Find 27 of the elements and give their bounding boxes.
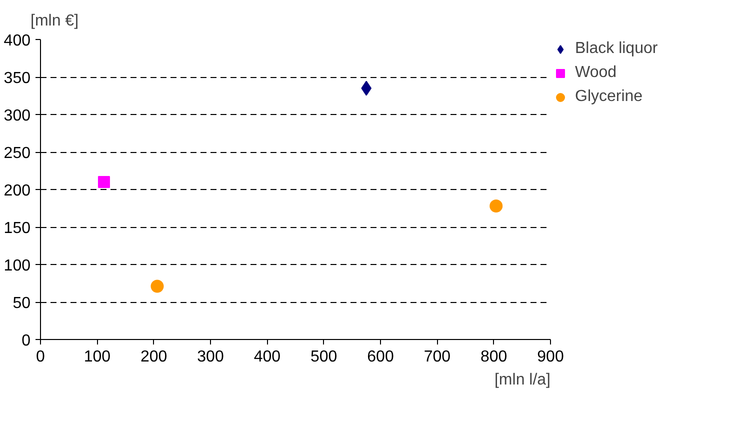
- legend-label: Wood: [575, 64, 617, 82]
- x-tick-label: 400: [254, 348, 281, 366]
- x-tick-label: 500: [310, 348, 338, 366]
- point: [490, 200, 503, 212]
- y-tick-label: 200: [4, 182, 31, 200]
- y-tick-label: 350: [4, 70, 31, 87]
- point: [98, 176, 110, 188]
- legend-label: Glycerine: [575, 88, 643, 106]
- point: [150, 280, 164, 293]
- y-tick-label: 0: [22, 332, 31, 350]
- x-tick-label: 700: [424, 348, 451, 366]
- y-tick-label: 50: [12, 295, 31, 312]
- y-tick-label: 150: [4, 220, 31, 237]
- x-tick-label: 800: [480, 348, 508, 366]
- x-tick-label: 100: [84, 348, 111, 366]
- x-tick-label: 300: [197, 348, 224, 366]
- y-tick-label: 250: [4, 145, 31, 162]
- y-tick-label: 400: [4, 32, 31, 50]
- x-tick-label: 0: [36, 348, 46, 366]
- y-axis-title: [mln €]: [30, 12, 79, 30]
- x-tick-label: 200: [140, 348, 168, 366]
- legend-label: Black liquor: [575, 40, 658, 58]
- y-tick-label: 300: [4, 108, 31, 124]
- y-tick-label: 100: [4, 258, 31, 274]
- x-axis-title: [mln l/a]: [494, 372, 550, 388]
- x-tick-label: 900: [537, 348, 564, 366]
- x-tick-label: 600: [367, 348, 394, 366]
